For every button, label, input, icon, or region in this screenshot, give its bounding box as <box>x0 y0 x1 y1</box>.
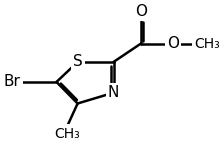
Text: O: O <box>167 36 179 51</box>
Text: CH₃: CH₃ <box>54 127 80 141</box>
Text: O: O <box>135 4 147 19</box>
Text: Br: Br <box>4 74 21 89</box>
Text: CH₃: CH₃ <box>194 36 220 51</box>
Text: N: N <box>108 85 119 100</box>
Text: S: S <box>73 55 82 70</box>
